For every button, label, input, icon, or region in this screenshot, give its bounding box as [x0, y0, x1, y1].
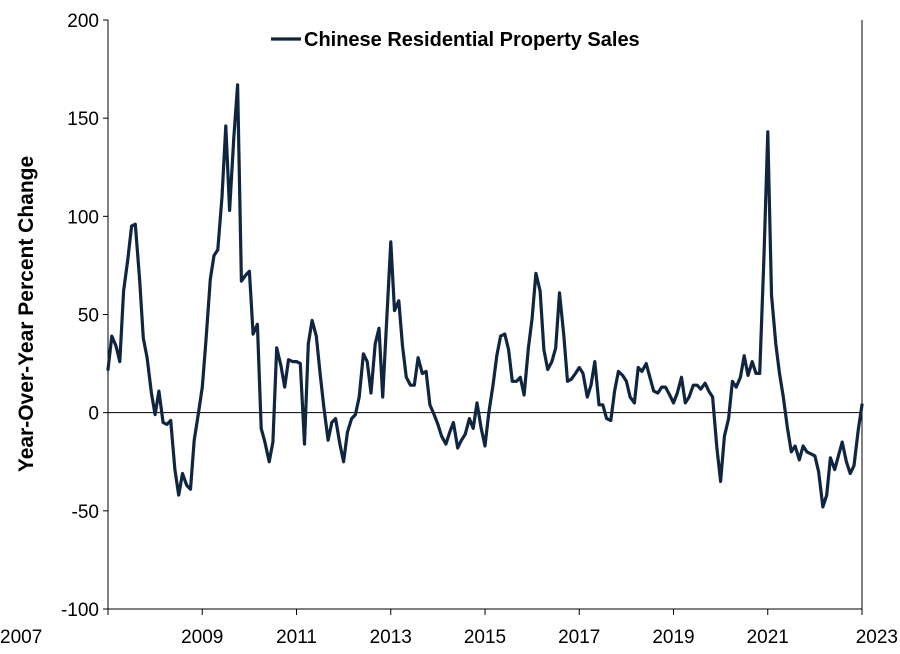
x-tick-label: 2021: [747, 627, 789, 648]
x-tick-label: 2011: [276, 627, 317, 648]
y-tick-label: 0: [88, 404, 99, 425]
y-axis-title: Year-Over-Year Percent Change: [15, 156, 38, 472]
x-tick-label: 2013: [370, 627, 412, 648]
y-tick-label: 50: [78, 306, 99, 327]
x-tick-label: 2019: [652, 627, 694, 648]
y-tick-label: -100: [61, 600, 99, 621]
series-line-chinese-residential-property-sales: [106, 83, 864, 509]
y-tick-label: 200: [67, 11, 99, 32]
x-tick-label: 2023: [856, 627, 898, 648]
x-tick-label: 2017: [558, 627, 600, 648]
x-tick-label: 2015: [464, 627, 506, 648]
legend: Chinese Residential Property Sales: [271, 29, 640, 51]
x-tick-label: 2007: [0, 627, 42, 648]
y-axis-ticks: 200 150 100 50 0 -50 -100: [61, 11, 108, 621]
y-tick-label: 150: [67, 109, 99, 130]
legend-label: Chinese Residential Property Sales: [304, 29, 640, 51]
plot-area: [107, 20, 863, 610]
y-tick-label: -50: [72, 502, 99, 523]
y-tick-label: 100: [67, 207, 99, 228]
x-tick-label: 2009: [181, 627, 223, 648]
x-axis-ticks: 2007 2009 2011 2013 2015 2017 2019 2021 2023: [0, 609, 898, 648]
